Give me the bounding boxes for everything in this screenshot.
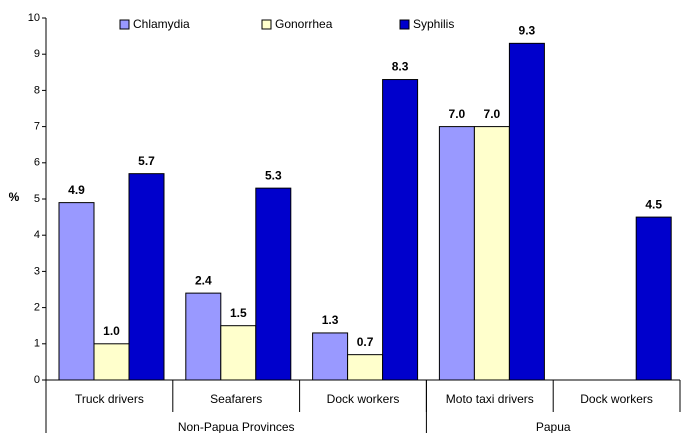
bar [58, 202, 95, 381]
x-tick-label: Dock workers [327, 392, 400, 406]
group-label: Non-Papua Provinces [178, 420, 295, 433]
x-tick-label: Dock workers [580, 392, 653, 406]
y-tick-label: 10 [28, 12, 40, 24]
value-label: 4.9 [68, 183, 85, 197]
group-label: Papua [536, 420, 571, 433]
y-tick-label: 0 [34, 374, 40, 386]
x-tick-label: Truck drivers [75, 392, 144, 406]
bar [508, 42, 545, 381]
y-tick-label: 8 [34, 84, 40, 96]
x-tick-label: Moto taxi drivers [446, 392, 534, 406]
y-tick-label: 2 [34, 302, 40, 314]
value-label: 1.0 [103, 324, 120, 338]
legend-swatch [261, 19, 272, 30]
bar [347, 354, 384, 381]
value-label: 4.5 [645, 197, 662, 211]
value-label: 1.5 [230, 306, 247, 320]
y-tick-label: 1 [34, 338, 40, 350]
y-axis-label: % [9, 190, 20, 204]
bar [128, 173, 165, 381]
bar [220, 325, 257, 381]
value-label: 2.4 [195, 273, 212, 287]
y-tick-label: 4 [34, 229, 40, 241]
y-tick-label: 5 [34, 193, 40, 205]
y-tick-label: 7 [34, 121, 40, 133]
y-tick-label: 3 [34, 265, 40, 277]
value-label: 9.3 [519, 24, 536, 38]
y-tick-label: 6 [34, 157, 40, 169]
bar [635, 216, 672, 381]
legend-swatch [119, 19, 130, 30]
value-label: 7.0 [449, 107, 466, 121]
value-label: 1.3 [322, 313, 339, 327]
bar [255, 187, 292, 381]
bar [185, 292, 222, 381]
bar [93, 343, 130, 381]
bar [382, 79, 419, 381]
legend-swatch [399, 19, 410, 30]
x-tick-label: Seafarers [210, 392, 262, 406]
value-label: 5.3 [265, 168, 282, 182]
y-tick-label: 9 [34, 48, 40, 60]
legend-label: Syphilis [413, 17, 454, 31]
legend-label: Gonorrhea [275, 17, 333, 31]
value-label: 0.7 [357, 335, 374, 349]
bar [438, 126, 475, 381]
value-label: 7.0 [484, 107, 501, 121]
value-label: 5.7 [138, 154, 155, 168]
legend-label: Chlamydia [133, 17, 190, 31]
value-label: 8.3 [392, 60, 409, 74]
bar [473, 126, 510, 381]
bar [312, 332, 349, 381]
